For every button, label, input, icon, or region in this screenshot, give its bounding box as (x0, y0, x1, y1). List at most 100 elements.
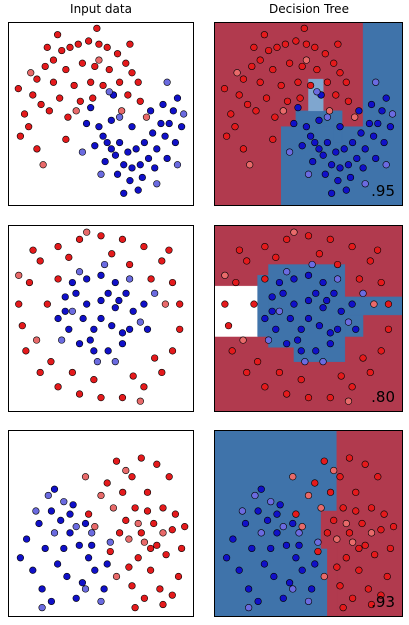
data-point-red (33, 75, 41, 83)
data-point-red (103, 479, 111, 487)
data-point-blue (328, 161, 336, 169)
panel-frame (214, 225, 403, 412)
data-point-blue (297, 325, 305, 333)
data-point-blue_light (344, 318, 353, 326)
data-point-blue (165, 119, 173, 128)
data-point-blue (50, 485, 59, 493)
data-point-red (106, 547, 114, 556)
accuracy-score-label: .80 (371, 388, 395, 406)
data-point-red (277, 81, 285, 90)
data-point-blue (38, 585, 46, 593)
data-point-blue (298, 566, 306, 574)
data-point-blue (157, 119, 165, 128)
data-point-red_light (333, 535, 341, 543)
data-point-blue (41, 544, 49, 553)
data-point-blue (326, 340, 334, 348)
data-point-red (323, 529, 332, 537)
data-point-blue (161, 132, 169, 140)
data-point-blue (270, 572, 278, 581)
data-point-red_light (33, 336, 41, 344)
data-point-blue (104, 289, 112, 297)
panel-frame (214, 430, 403, 617)
data-point-blue_light (388, 110, 397, 118)
data-point-red (112, 457, 121, 465)
data-point-red (384, 325, 393, 333)
data-point-red (140, 594, 148, 602)
data-point-red_light (279, 107, 287, 115)
data-point-red (75, 235, 84, 243)
data-point-blue (319, 151, 327, 159)
data-point-blue_light (115, 113, 124, 121)
data-point-blue (61, 307, 69, 315)
data-point-red (153, 541, 161, 549)
data-point-red (273, 43, 281, 51)
data-point-blue (120, 161, 128, 169)
data-point-red (275, 368, 284, 377)
data-point-blue (361, 145, 369, 153)
data-point-red_light (27, 69, 35, 77)
data-point-red (90, 376, 98, 384)
data-point-red (364, 585, 372, 593)
data-point-red (224, 322, 233, 330)
data-point-red (128, 69, 136, 77)
data-point-blue (101, 157, 109, 166)
data-point-red (47, 358, 55, 366)
data-point-red (348, 383, 356, 391)
data-point-red (137, 454, 145, 462)
data-point-red (176, 325, 184, 333)
data-point-red_light (72, 107, 80, 115)
data-point-red (330, 59, 338, 67)
data-point-blue (349, 138, 357, 147)
data-point-blue (297, 347, 305, 355)
data-point-blue_light (304, 170, 313, 178)
data-point-blue_light (58, 336, 66, 344)
data-point-red (119, 488, 127, 496)
data-point-red (171, 510, 179, 518)
data-point-blue (47, 597, 56, 606)
data-point-red (58, 46, 66, 55)
data-point-red_light (140, 538, 148, 546)
data-point-blue (97, 314, 105, 323)
data-point-red_light (317, 504, 325, 512)
data-point-blue_light (136, 318, 144, 326)
data-point-red (272, 253, 280, 261)
data-point-blue (115, 138, 124, 147)
data-point-red_light (344, 397, 353, 405)
data-point-red (129, 372, 137, 380)
data-point-red (37, 100, 45, 109)
data-point-red (307, 81, 315, 90)
data-point-blue (118, 329, 127, 337)
data-point-red (150, 519, 158, 528)
data-point-red_light (370, 300, 378, 308)
data-point-blue (254, 507, 262, 515)
data-point-red_light (95, 56, 103, 64)
data-point-blue (97, 271, 105, 279)
data-point-red_light (342, 519, 350, 528)
data-point-blue (72, 289, 80, 297)
data-point-blue_light (38, 604, 46, 612)
data-point-red (15, 300, 23, 308)
data-point-red (134, 554, 142, 562)
data-point-blue (107, 145, 115, 153)
data-point-blue (292, 554, 300, 562)
data-point-red_light (142, 113, 151, 121)
data-point-red (300, 24, 308, 32)
data-point-blue (118, 340, 127, 348)
data-point-red (339, 504, 347, 512)
data-point-blue (63, 572, 71, 581)
data-point-red (49, 78, 58, 86)
decision-region-red (327, 548, 338, 617)
data-point-red (243, 368, 251, 377)
data-point-red_light (246, 161, 254, 169)
data-point-red (269, 65, 277, 74)
data-point-red (124, 91, 132, 99)
data-point-blue (86, 336, 94, 344)
tree-panel-circles (214, 225, 403, 412)
data-point-red (235, 91, 243, 99)
data-point-blue (65, 325, 73, 333)
data-point-blue_light (72, 523, 80, 531)
data-point-red_light (349, 538, 357, 546)
data-point-blue (268, 307, 276, 315)
data-point-blue_light (238, 507, 246, 515)
